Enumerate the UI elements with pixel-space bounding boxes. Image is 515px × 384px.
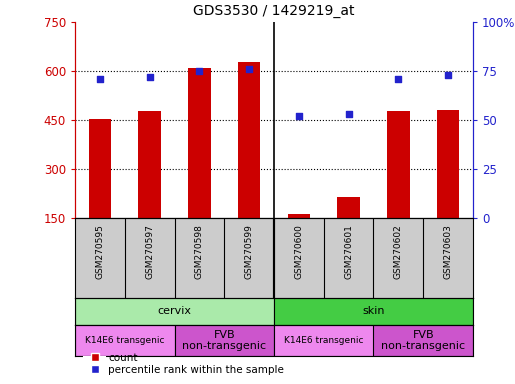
Text: GSM270595: GSM270595 — [95, 224, 105, 279]
Bar — [288, 214, 310, 218]
Text: skin: skin — [362, 306, 385, 316]
Point — [146, 74, 154, 80]
Bar — [175, 325, 274, 356]
Bar — [139, 111, 161, 218]
Title: GDS3530 / 1429219_at: GDS3530 / 1429219_at — [193, 4, 355, 18]
Bar — [238, 62, 260, 218]
Text: FVB
non-transgenic: FVB non-transgenic — [381, 330, 466, 351]
Text: GSM270598: GSM270598 — [195, 224, 204, 279]
Text: cervix: cervix — [158, 306, 192, 316]
Point — [245, 66, 253, 72]
Point — [345, 111, 353, 117]
Bar — [373, 325, 473, 356]
Bar — [89, 119, 111, 218]
Bar — [437, 110, 459, 218]
Bar — [337, 197, 360, 218]
Bar — [75, 325, 175, 356]
Legend: count, percentile rank within the sample: count, percentile rank within the sample — [80, 349, 288, 379]
Text: K14E6 transgenic: K14E6 transgenic — [85, 336, 164, 345]
Text: GSM270602: GSM270602 — [394, 224, 403, 279]
Point — [195, 68, 203, 74]
Point — [295, 113, 303, 119]
Bar — [188, 68, 211, 218]
Point — [96, 76, 104, 82]
Bar — [75, 298, 274, 325]
Bar — [274, 325, 373, 356]
Text: K14E6 transgenic: K14E6 transgenic — [284, 336, 364, 345]
Bar — [274, 298, 473, 325]
Point — [444, 72, 452, 78]
Point — [394, 76, 403, 82]
Text: GSM270600: GSM270600 — [295, 224, 303, 279]
Text: FVB
non-transgenic: FVB non-transgenic — [182, 330, 266, 351]
Text: GSM270597: GSM270597 — [145, 224, 154, 279]
Text: GSM270601: GSM270601 — [344, 224, 353, 279]
Bar — [387, 111, 409, 218]
Text: GSM270603: GSM270603 — [443, 224, 453, 279]
Text: GSM270599: GSM270599 — [245, 224, 253, 279]
